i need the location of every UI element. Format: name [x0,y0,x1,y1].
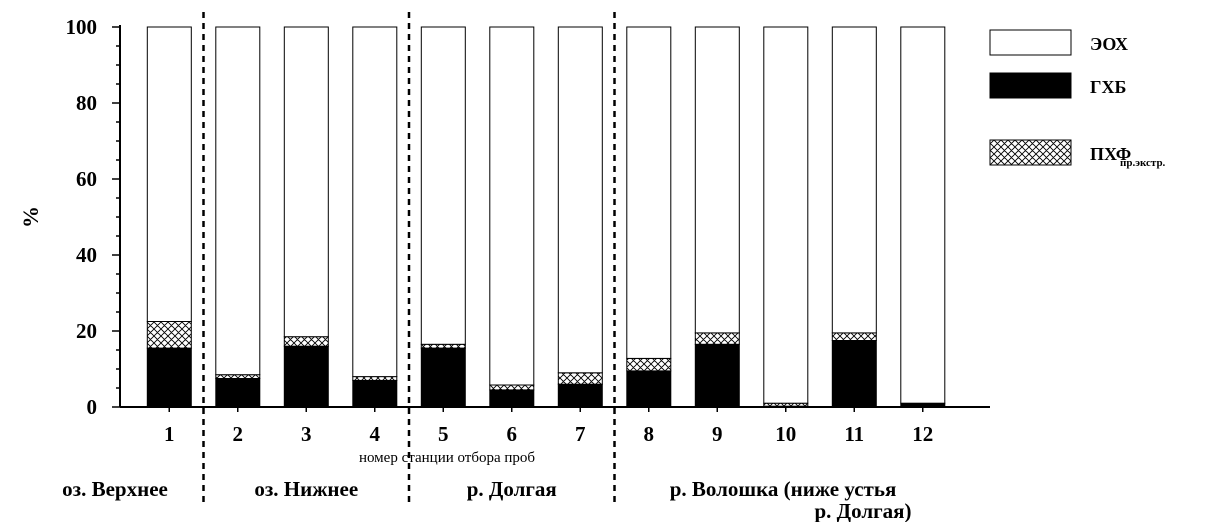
legend-label-pkhf: ПХФ [1090,144,1131,164]
x-tick-label: 11 [844,422,864,446]
bar-ghb-3 [283,345,329,408]
bar-pkhf-3 [283,336,329,347]
x-tick-label: 1 [164,422,175,446]
x-tick-label: 5 [438,422,449,446]
y-tick-label: 40 [76,243,97,267]
bar-pkhf-8 [626,357,672,372]
y-tick-label: 60 [76,167,97,191]
x-tick-label: 7 [575,422,586,446]
bar-ghb-1 [146,347,192,408]
group-label: оз. Верхнее [62,477,168,501]
bar-ghb-9 [694,343,740,408]
bar-eokh-12 [900,26,946,404]
legend-subscript: пр.экстр. [1120,157,1166,169]
x-tick-label: 4 [370,422,381,446]
bar-eokh-6 [489,26,535,386]
bar-eokh-2 [215,26,261,376]
group-label: р. Долгая [467,477,557,501]
bar-pkhf-7 [557,372,603,385]
y-tick-label: 0 [87,395,98,419]
x-tick-label: 12 [912,422,933,446]
bar-pkhf-9 [694,332,740,345]
legend-swatch-ghb [989,72,1072,99]
bar-ghb-4 [352,379,398,408]
bar-ghb-7 [557,383,603,408]
bar-pkhf-11 [831,332,877,341]
bar-eokh-1 [146,26,192,322]
legend-swatch-eokh [989,29,1072,56]
bar-eokh-8 [626,26,672,359]
bar-ghb-2 [215,378,261,408]
x-tick-label: 8 [644,422,655,446]
bar-pkhf-4 [352,376,398,381]
bar-pkhf-5 [420,343,466,349]
bar-eokh-9 [694,26,740,334]
bar-pkhf-1 [146,321,192,349]
bar-ghb-11 [831,340,877,408]
bar-eokh-11 [831,26,877,334]
x-tick-label: 3 [301,422,312,446]
bar-eokh-4 [352,26,398,378]
y-tick-label: 80 [76,91,97,115]
legend-swatch-pkhf [989,139,1072,166]
x-tick-label: 6 [507,422,518,446]
y-tick-label: 20 [76,319,97,343]
x-axis-label: номер станции отбора проб [359,450,535,466]
legend-label-ghb: ГХБ [1090,77,1126,97]
bar-pkhf-6 [489,384,535,391]
y-axis-label: % [18,206,43,228]
group-label: р. Долгая) [814,499,911,522]
bar-ghb-8 [626,370,672,408]
group-label: оз. Нижнее [254,477,358,501]
bar-ghb-5 [420,347,466,408]
x-tick-label: 2 [233,422,244,446]
bar-pkhf-2 [215,374,261,380]
y-tick-label: 100 [66,15,98,39]
x-tick-label: 9 [712,422,723,446]
bar-eokh-10 [763,26,809,404]
bar-eokh-3 [283,26,329,338]
bar-eokh-7 [557,26,603,374]
group-label: р. Волошка (ниже устья [670,477,897,501]
bar-eokh-5 [420,26,466,345]
bar-ghb-6 [489,389,535,408]
x-tick-label: 10 [775,422,796,446]
legend-label-eokh: ЭОХ [1090,34,1128,54]
